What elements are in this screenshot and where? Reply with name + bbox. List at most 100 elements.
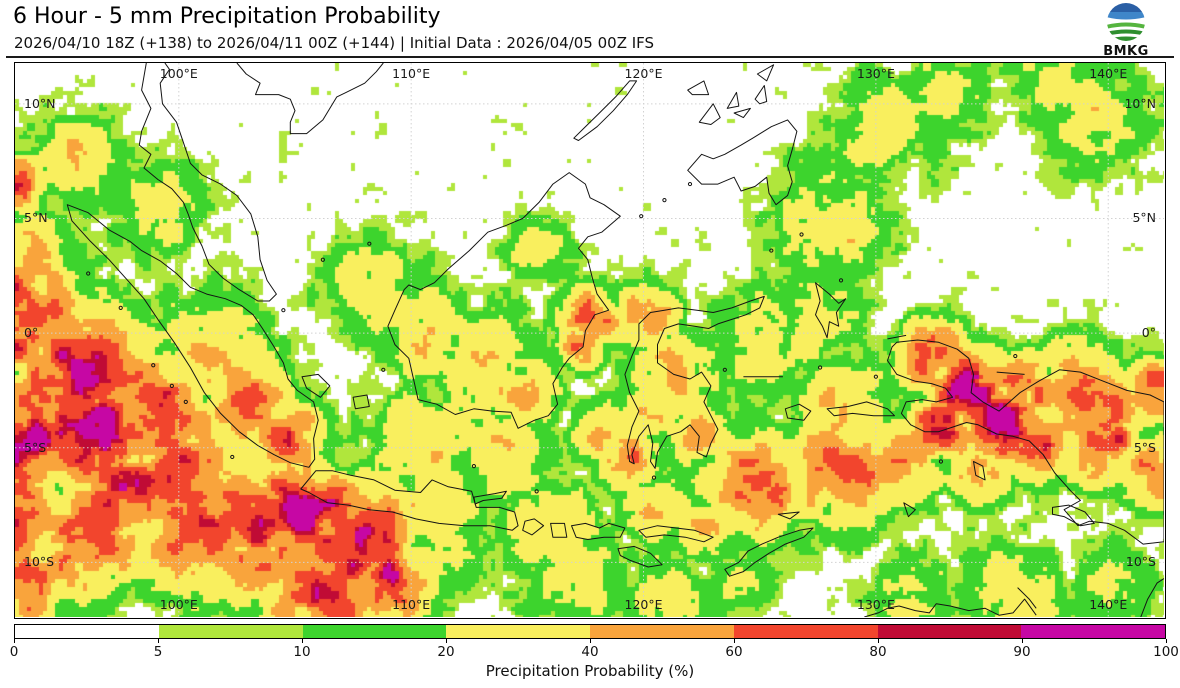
lon-label-top: 130°E [856,66,895,81]
coastline-australia [864,598,1037,617]
forecast-validity-subtitle: 2026/04/10 18Z (+138) to 2026/04/11 00Z … [14,34,655,52]
colorbar-tickmark [158,639,159,643]
colorbar-tick-label: 20 [437,644,455,660]
coastline-grid-overlay [15,63,1164,617]
lat-label-right: 10°S [1125,554,1156,570]
lon-label-top: 110°E [392,66,431,81]
bmkg-globe-icon [1107,3,1145,41]
header-divider [6,56,1174,58]
small-island-icon [320,257,325,262]
colorbar-segment [15,625,159,638]
colorbar-segment [590,625,734,638]
small-island-icon [534,489,539,494]
lon-label-bottom: 140°E [1089,597,1128,612]
colorbar-tickmark [734,639,735,643]
small-island-icon [938,459,944,464]
coastline-java [300,470,519,531]
lat-label-left: 5°N [24,210,48,226]
small-island-icon [471,464,477,469]
coastline-lombok [550,522,568,538]
lon-label-bottom: 110°E [392,597,431,612]
small-island-icon [230,454,235,460]
colorbar-axis-label: Precipitation Probability (%) [485,662,695,680]
lon-label-bottom: 120°E [624,597,663,612]
colorbar-tickmark [446,639,447,643]
coastline-sumba [617,545,663,568]
colorbar-segment [877,625,1022,638]
coastline-malay_peninsula [138,63,277,302]
coastline-palawan [573,80,638,141]
coastline-yapen [996,371,1025,375]
colorbar-tick-label: 90 [1013,644,1031,660]
small-island-icon [151,363,156,368]
colorbar-tickmark [1022,639,1023,643]
colorbar-tick-label: 100 [1153,644,1179,660]
small-island-icon [799,232,804,237]
small-island-icon [183,399,188,405]
coastline-dolak [1052,504,1095,527]
lat-label-right: 5°N [1132,210,1156,226]
colorbar-tick-label: 5 [153,644,163,660]
small-island-icon [367,241,372,246]
coastline-wetar [777,511,800,520]
small-island-icon [769,248,774,253]
bmkg-logo: BMKG [1098,2,1154,59]
lat-label-left: 10°N [24,95,56,111]
coastline-belitung [352,394,370,410]
coastline-leyte [754,85,768,105]
coastline-timor [724,527,814,577]
coastline-waigeo [887,334,907,340]
lat-label-right: 0° [1141,325,1156,341]
coastline-panay [687,80,710,96]
colorbar-segment [158,625,303,638]
colorbar-segment [733,625,878,638]
lat-label-left: 0° [24,325,39,341]
bmkg-logo-text: BMKG [1103,44,1149,59]
coastline-sulawesi [624,295,765,469]
small-island-icon [651,475,657,480]
colorbar-tickmark [590,639,591,643]
small-island-icon [873,374,878,379]
colorbar-tick-label: 60 [725,644,743,660]
lat-label-left: 10°S [24,554,55,570]
coastline-negros [698,103,721,125]
coastline-mindanao [687,119,798,206]
lon-label-top: 100°E [159,66,198,81]
coastline-newguinea [887,339,1164,545]
map-area: 100°E 100°E 110°E 110°E 120°E 120°E 130°E 130°E… [15,63,1164,617]
coastline-indochina [236,63,384,135]
small-island-icon [281,308,286,313]
coastline-samar [756,64,775,82]
colorbar-tick-label: 40 [581,644,599,660]
coastline-wessel [1017,587,1037,609]
colorbar-tick-label: 0 [9,644,19,660]
map-frame: 100°E 100°E 110°E 110°E 120°E 120°E 130°E 130°E… [14,62,1166,619]
coastline-borneo [387,172,621,429]
lat-label-right: 10°N [1124,95,1156,111]
small-island-icon [118,305,123,310]
colorbar-tick-label: 10 [293,644,311,660]
coastline-bali [522,518,545,536]
colorbar-segment [446,625,590,638]
colorbar-tickmark [878,639,879,643]
colorbar-tickmark [302,639,303,643]
lon-label-top: 140°E [1089,66,1128,81]
small-island-icon [687,181,693,187]
coastline-halmahera [815,282,847,339]
colorbar-segment [1021,625,1165,638]
coastline-madura [473,490,507,505]
coastline-sumatra [66,204,319,468]
lon-label-bottom: 130°E [856,597,895,612]
page-title: 6 Hour - 5 mm Precipitation Probability [13,4,441,29]
coastline-flores [638,525,714,543]
coastline-sumbawa [571,522,626,540]
lat-label-left: 5°S [24,439,47,455]
small-island-icon [662,198,667,203]
coastline-cebu [726,91,740,109]
colorbar-segment [302,625,447,638]
colorbar-tickmark [14,639,15,643]
coastline-buru [784,403,812,421]
coastline-capeyork [1140,578,1164,617]
colorbar-tick-label: 80 [869,644,887,660]
